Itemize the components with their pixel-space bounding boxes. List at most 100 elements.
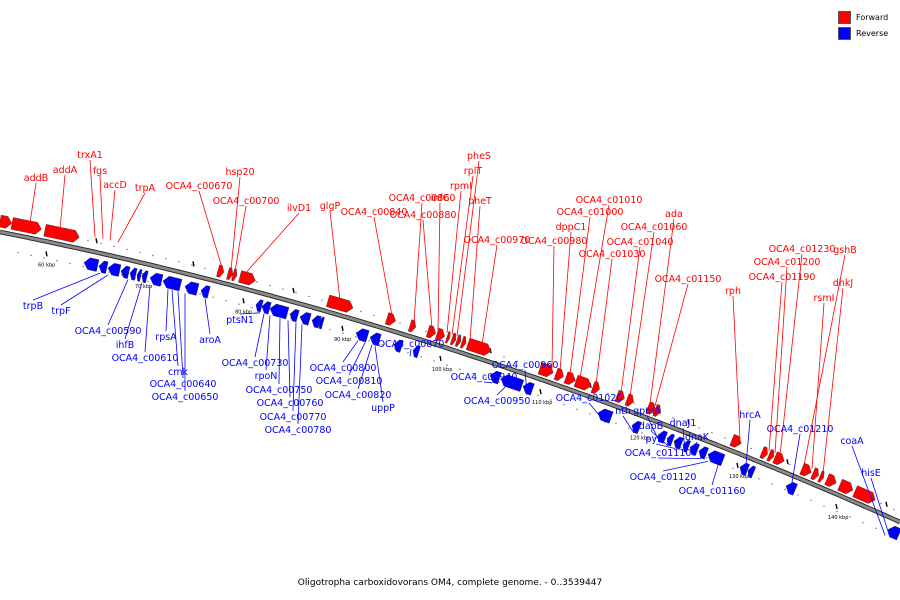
forward-gene-label: gshB [833,245,857,256]
scale-dot [108,271,110,273]
scale-dot [204,267,206,270]
scale-dot [30,254,32,256]
scale-dot [425,330,427,333]
forward-gene-label: OCA4_c00860 [389,193,456,204]
forward-gene-label-leader [481,244,498,345]
forward-gene-label-leader [437,202,441,331]
forward-gene-label: accD [103,180,127,191]
reverse-gene-arrow [393,339,404,353]
reverse-gene-label-leader [789,433,801,495]
scale-dot [711,432,713,434]
forward-gene-label: OCA4_c01030 [579,249,646,260]
scale-dot [256,281,258,283]
forward-gene-label: pheS [467,151,491,162]
forward-gene-label: ilvD1 [287,203,311,214]
reverse-gene-label-leader [692,441,698,456]
reverse-gene-label-leader [177,291,184,379]
scale-dot [355,336,357,338]
forward-gene-label-leader [234,205,247,272]
scale-dot [433,360,435,362]
reverse-gene-label-leader [265,315,271,371]
reverse-gene-label-leader [292,322,297,412]
scale-dot [165,258,167,260]
reverse-gene-label-leader [278,318,281,385]
reverse-gene-label: pyrF [645,434,666,445]
scale-dot [550,399,552,401]
reverse-gene-label-leader [165,289,169,332]
scale-dot [503,356,505,358]
forward-swatch [838,11,851,24]
reverse-gene-label-leader [409,348,412,357]
genome-backbone [0,230,900,524]
scale-dot [308,295,310,298]
scale-dot [191,264,193,266]
forward-gene-arrow [385,312,396,326]
forward-gene-arrow [652,404,661,417]
scale-dot [641,432,643,434]
forward-gene-arrow [459,335,467,349]
reverse-swatch [838,27,851,40]
reverse-gene-arrow [489,370,502,385]
reverse-gene-arrow [707,450,726,467]
scale-dot [56,260,58,262]
scale-dot [446,364,448,366]
genome-caption: Oligotropha carboxidovorans OM4, complet… [297,578,603,588]
reverse-gene-label: OCA4_c00940 [451,372,518,383]
reverse-gene-arrow [887,525,900,541]
scale-dot [282,288,284,290]
reverse-gene-label-leader [657,457,702,460]
reverse-gene-label: OCA4_c00780 [265,425,332,436]
forward-gene-label: OCA4_c00670 [166,181,233,192]
reverse-gene-label-leader [144,284,151,353]
reverse-gene-label: OCA4_c00950 [464,396,531,407]
scale-dot [43,257,45,259]
forward-gene-label-leader [29,182,37,224]
scale-dot [459,368,461,370]
forward-gene-label: rph [725,286,741,297]
forward-gene-label: glgP [320,201,341,212]
scale-dot [225,300,227,302]
major-tick [687,419,690,425]
reverse-gene-label: trpF [51,306,70,317]
forward-gene-label: pheT [468,196,492,207]
forward-gene-arrow [425,325,436,339]
forward-gene-arrow [837,478,854,494]
forward-gene-arrow [624,393,634,407]
scale-dot [516,360,518,362]
forward-gene-arrow [10,217,42,235]
scale-dot [849,516,851,518]
forward-gene-label: OCA4_c01040 [607,237,674,248]
forward-gene-label-leader [774,266,788,454]
scale-dot [589,413,591,415]
reverse-gene-arrow [673,436,684,450]
reverse-gene-label: OCA4_c00820 [325,390,392,401]
forward-gene-label-leader [559,231,572,372]
scale-dot [147,280,149,282]
reverse-gene-label: hrcA [739,410,761,421]
reverse-gene-label-leader [711,465,719,486]
reverse-gene-label: rpoN [255,371,278,382]
reverse-gene-label: dnaK [685,432,710,443]
scale-dot [126,248,128,251]
forward-gene-arrow [43,224,80,243]
forward-gene-arrow [590,381,600,394]
scale-dot [758,478,760,480]
forward-gene-arrow [444,331,451,344]
reverse-gene-label: ihfB [116,340,135,351]
scale-dot [368,340,370,342]
reverse-gene-label: coaA [840,436,864,447]
forward-gene-label: OCA4_c00840 [341,207,408,218]
scale-dot [862,522,864,524]
forward-gene-label-leader [579,204,610,379]
forward-gene-label: OCA4_c00880 [390,210,457,221]
scale-dot [407,352,409,354]
scale-label: 100 kbp [432,367,452,373]
forward-gene-label-leader [569,216,591,375]
reverse-gene-arrow [311,315,322,329]
scale-dot [269,284,271,287]
reverse-gene-label: uppP [371,403,395,414]
scale-label: 80 kbp [235,309,252,315]
forward-gene-label: dhkJ [833,278,853,289]
forward-gene-arrow [824,473,837,487]
forward-gene-label-leader [198,190,223,268]
